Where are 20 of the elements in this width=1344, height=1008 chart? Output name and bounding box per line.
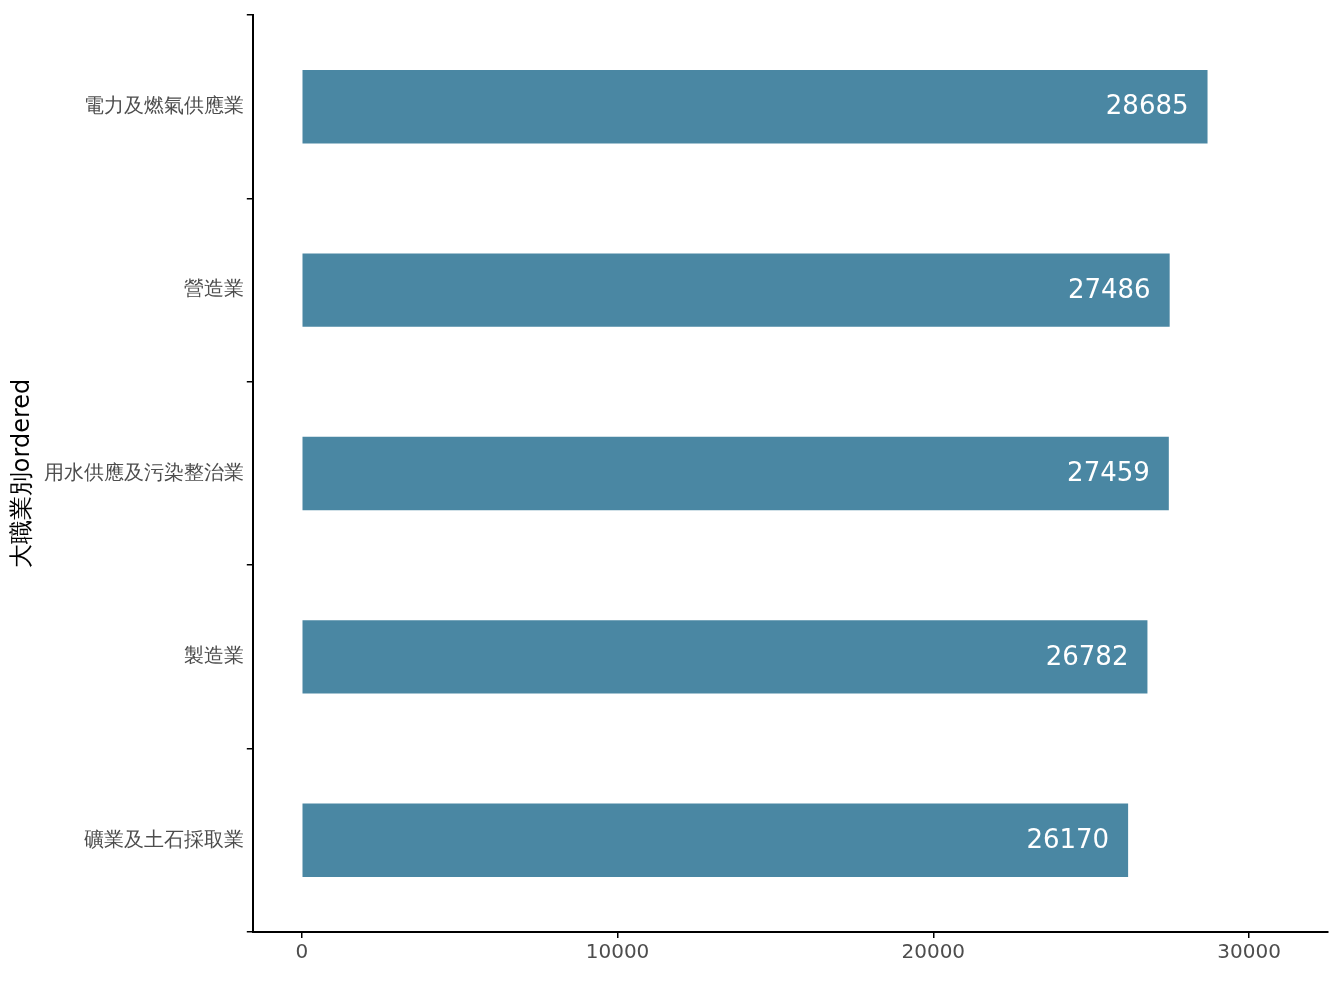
bar [302,436,1169,511]
data-label: 26782 [1045,640,1129,671]
bar [302,253,1170,327]
bar [302,620,1148,694]
y-tick-label: 製造業 [183,643,244,668]
y-tick-label: 礦業及土石採取業 [83,826,244,851]
data-label: 26170 [1026,824,1110,855]
y-tick-label: 電力及燃氣供應業 [83,92,244,117]
x-tick-label: 30000 [1217,939,1281,964]
data-label: 27459 [1067,457,1150,488]
y-axis-title: 大職業別ordered [6,378,35,569]
data-label: 28685 [1105,90,1189,121]
x-tick-label: 0 [295,939,309,964]
data-label: 27486 [1067,273,1151,304]
bar [302,70,1208,144]
x-tick-label: 20000 [901,939,966,964]
y-tick-label: 用水供應及污染整治業 [43,459,244,484]
y-tick-label: 營造業 [183,276,244,301]
x-tick-label: 10000 [585,939,650,964]
bar [302,803,1129,877]
